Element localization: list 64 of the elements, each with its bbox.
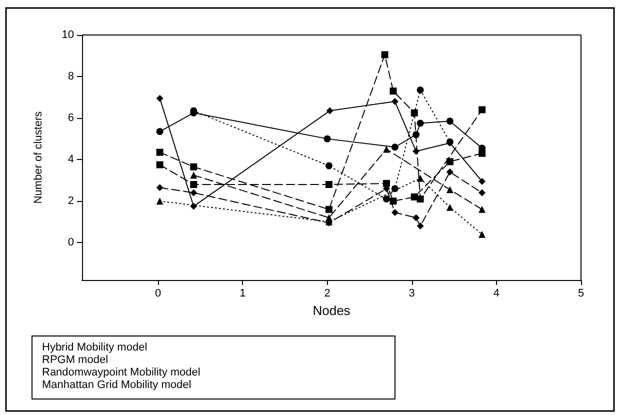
x-axis-title: Nodes (312, 303, 351, 318)
point (382, 196, 390, 203)
point (390, 88, 397, 95)
y-tick-label: 0 (68, 236, 74, 249)
point (416, 120, 424, 127)
point (416, 222, 424, 230)
x-tick-label: 3 (408, 288, 415, 300)
point (382, 180, 390, 187)
y-tick-label: 10 (62, 29, 74, 41)
y-tick-label: 4 (68, 154, 74, 166)
point (412, 214, 420, 222)
point (446, 186, 454, 194)
point (416, 86, 424, 94)
text: Hybrid Mobility model (42, 342, 148, 354)
point (156, 184, 164, 192)
point (410, 193, 418, 200)
point (391, 98, 398, 105)
point (326, 107, 334, 114)
y-tick-label: 2 (68, 195, 74, 208)
point (156, 198, 164, 205)
point (410, 109, 418, 116)
y-axis-title: Number of clusters (32, 110, 44, 204)
point (478, 106, 486, 114)
point (156, 161, 164, 168)
point (325, 180, 332, 188)
point (325, 162, 332, 170)
point (478, 178, 486, 185)
point (390, 198, 397, 205)
point (391, 144, 398, 151)
text: Randomwaypoint Mobility model (42, 366, 200, 378)
point (190, 189, 198, 196)
point (190, 202, 198, 210)
x-tick-label: 1 (240, 288, 246, 300)
point (190, 180, 198, 188)
point (382, 146, 390, 153)
point (391, 185, 398, 192)
point (412, 148, 420, 155)
point (391, 209, 398, 216)
point (156, 148, 164, 156)
point (412, 131, 420, 138)
point (446, 118, 454, 125)
point (156, 128, 164, 136)
text: RPGM model (42, 354, 108, 366)
point (478, 230, 486, 238)
point (446, 158, 454, 166)
point (416, 174, 424, 182)
y-tick-label: 8 (68, 70, 74, 83)
point (156, 94, 164, 102)
point (190, 163, 198, 170)
point (324, 135, 331, 142)
point (478, 189, 486, 196)
y-tick-label: 6 (68, 112, 74, 124)
x-tick-label: 2 (324, 288, 330, 300)
point (446, 204, 454, 211)
point (478, 150, 486, 157)
x-tick-label: 0 (155, 288, 162, 300)
point (381, 51, 388, 58)
x-tick-label: 4 (493, 288, 500, 300)
point (190, 172, 198, 179)
point (325, 206, 332, 213)
text: Manhattan Grid Mobility model (42, 379, 192, 391)
point (446, 168, 454, 176)
point (478, 206, 486, 213)
x-tick-label: 5 (578, 288, 584, 300)
